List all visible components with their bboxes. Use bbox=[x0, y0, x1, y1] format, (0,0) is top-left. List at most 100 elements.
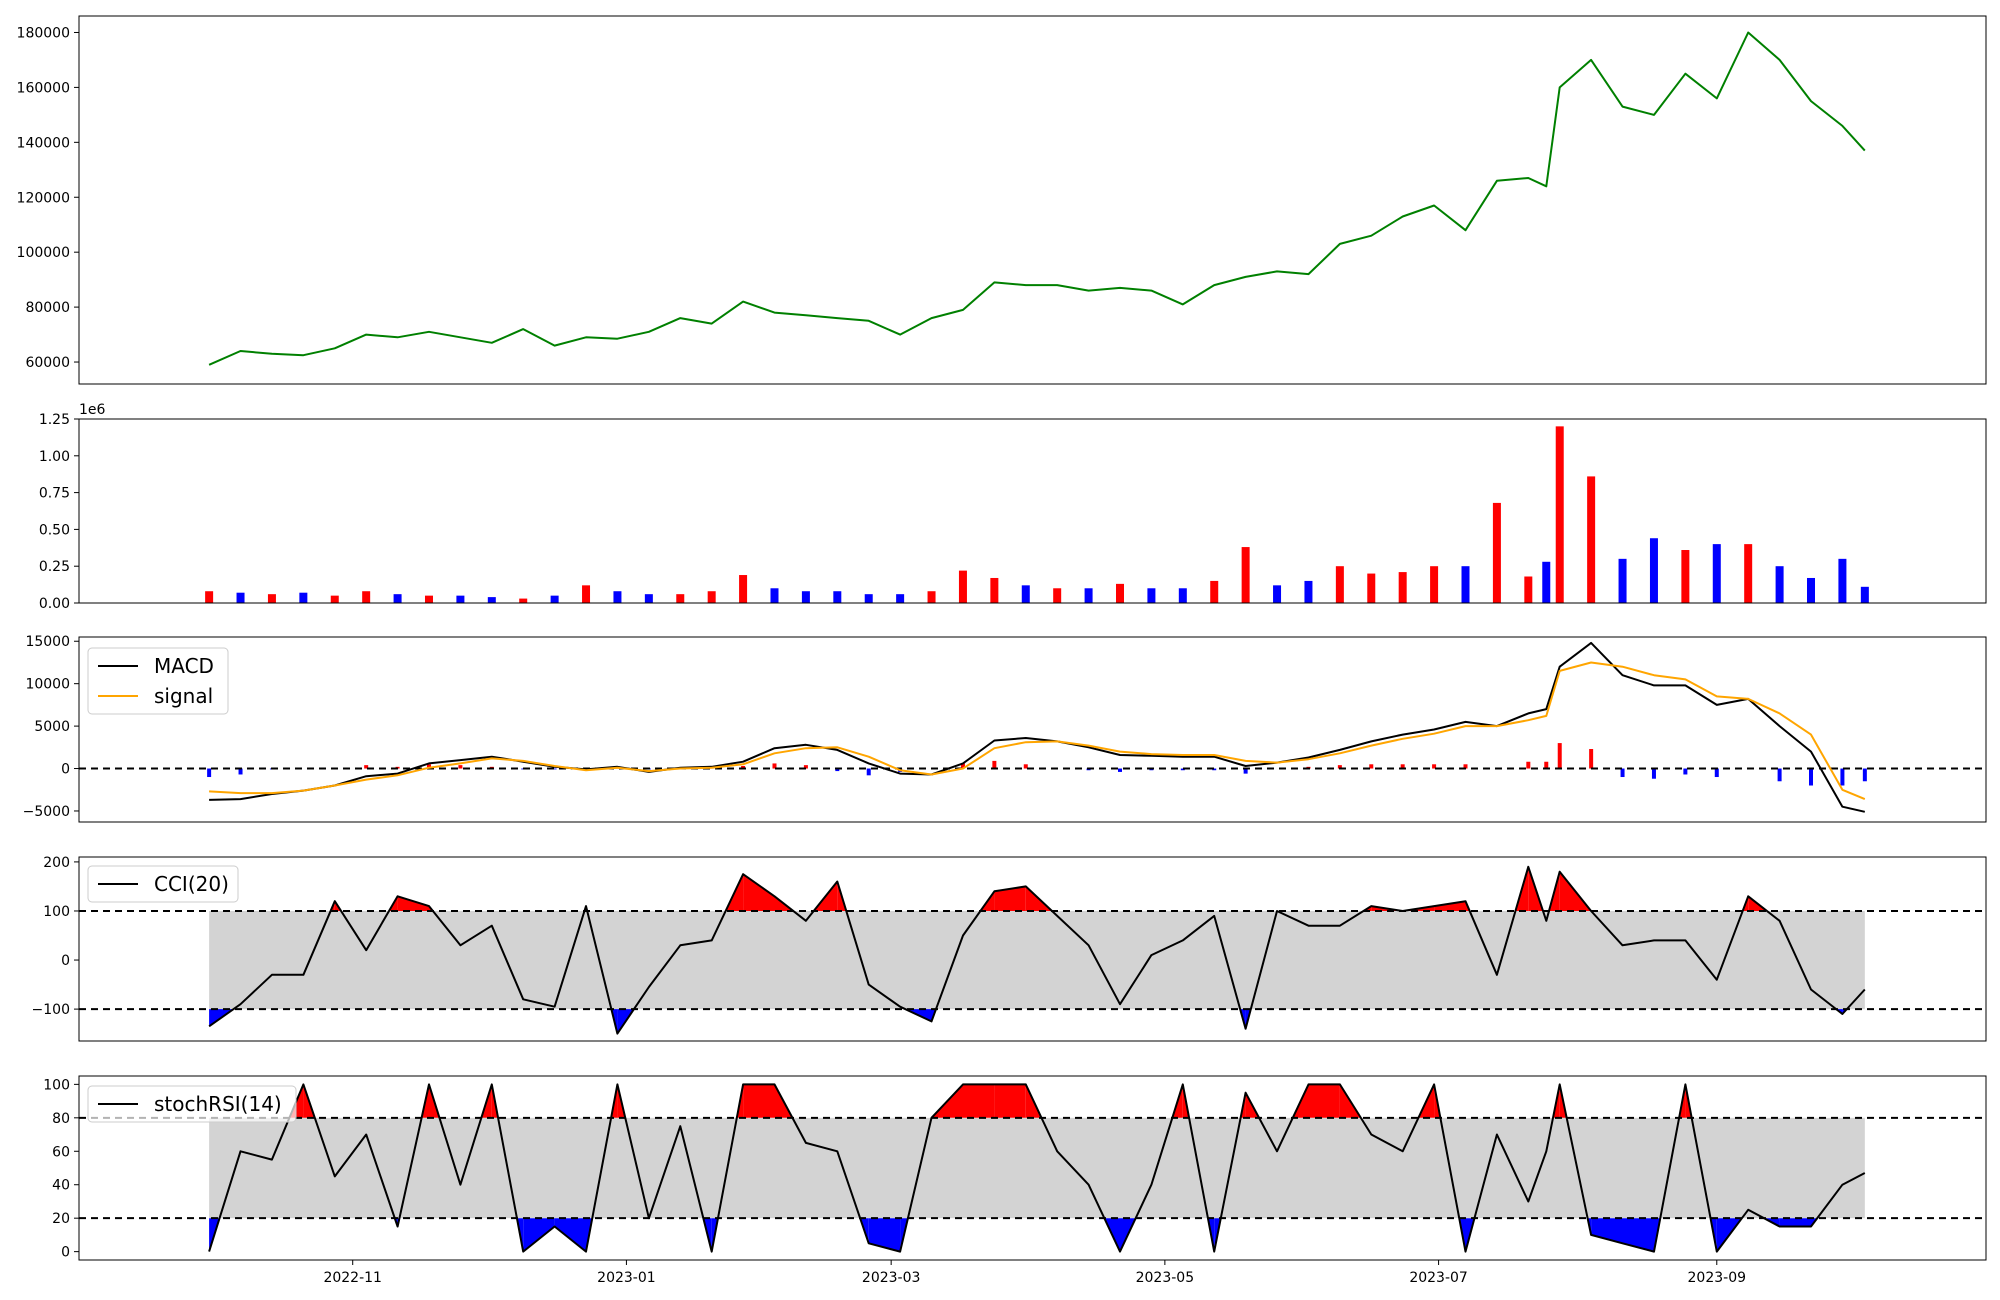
volume-bar bbox=[1744, 544, 1753, 603]
x-tick-label: 2023-07 bbox=[1409, 1270, 1468, 1286]
stochrsi-ytick-label: 60 bbox=[52, 1144, 70, 1160]
volume-bar bbox=[896, 594, 905, 603]
stochrsi-panel: 0 20 40 60 80 100 stochRSI(14) bbox=[43, 1075, 1987, 1261]
macd-histogram-bar bbox=[835, 768, 840, 772]
volume-y-axis: 0.00 0.25 0.50 0.75 1.00 1.25 bbox=[39, 412, 79, 612]
volume-bar bbox=[1304, 580, 1313, 603]
volume-bar bbox=[1807, 577, 1816, 603]
x-tick-label: 2023-03 bbox=[862, 1270, 921, 1286]
price-ytick-label: 80000 bbox=[25, 300, 70, 316]
macd-histogram-bar bbox=[1212, 768, 1217, 771]
cci-overbought-fill bbox=[994, 886, 1026, 911]
cci-legend-label: CCI(20) bbox=[154, 872, 229, 896]
macd-histogram-bar bbox=[1243, 768, 1248, 774]
macd-histogram-bar bbox=[1809, 768, 1814, 786]
stochrsi-marks bbox=[79, 1083, 1986, 1253]
cci-y-axis: −100 0 100 200 bbox=[32, 855, 79, 1018]
macd-histogram-bar bbox=[207, 768, 212, 778]
price-axes-frame bbox=[78, 15, 1987, 385]
volume-bar bbox=[707, 591, 716, 603]
macd-histogram-bar bbox=[364, 765, 369, 769]
volume-bar bbox=[393, 594, 402, 603]
volume-bar bbox=[1618, 558, 1627, 603]
macd-histogram-bar bbox=[426, 764, 431, 769]
cci-marks bbox=[79, 865, 1986, 1035]
price-marks bbox=[208, 31, 1866, 366]
stochrsi-y-axis: 0 20 40 60 80 100 bbox=[43, 1077, 79, 1261]
macd-histogram-bar bbox=[1683, 768, 1688, 775]
macd-histogram-bar bbox=[1023, 764, 1028, 769]
stochrsi-legend: stochRSI(14) bbox=[87, 1085, 297, 1123]
macd-legend-label: MACD bbox=[154, 654, 214, 678]
stochrsi-overbought-fill bbox=[994, 1084, 1026, 1118]
stochrsi-oversold-fill bbox=[1622, 1218, 1654, 1252]
macd-ytick-label: 5000 bbox=[34, 719, 70, 735]
stochrsi-oversold-fill bbox=[523, 1218, 555, 1252]
macd-histogram-bar bbox=[1557, 743, 1562, 769]
price-ytick-label: 120000 bbox=[17, 190, 70, 206]
volume-bar bbox=[1555, 426, 1564, 603]
stochrsi-oversold-fill bbox=[868, 1218, 901, 1252]
cci-neutral-band bbox=[209, 910, 1865, 1010]
volume-bar bbox=[864, 594, 873, 603]
macd-histogram-bar bbox=[992, 760, 997, 769]
cci-ytick-label: 0 bbox=[61, 953, 70, 969]
volume-bar bbox=[550, 595, 559, 603]
volume-bar bbox=[927, 591, 936, 603]
macd-ytick-label: 15000 bbox=[25, 634, 70, 650]
cci-ytick-label: 200 bbox=[43, 855, 70, 871]
stochrsi-overbought-fill bbox=[963, 1084, 995, 1118]
volume-bar bbox=[990, 577, 999, 603]
macd-histogram-bar bbox=[1651, 768, 1656, 779]
stochrsi-overbought-fill bbox=[1308, 1084, 1340, 1118]
volume-bar bbox=[801, 591, 810, 603]
volume-ytick-label: 0.75 bbox=[39, 486, 70, 502]
volume-marks bbox=[205, 426, 1869, 603]
stochrsi-ytick-label: 20 bbox=[52, 1211, 70, 1227]
volume-bar bbox=[424, 595, 433, 603]
price-y-axis: 60000 80000 100000 120000 140000 160000 180000 bbox=[17, 25, 79, 371]
macd-histogram-bar bbox=[552, 768, 557, 770]
macd-panel: −5000 0 5000 10000 15000 MACD signal bbox=[23, 634, 1987, 823]
stochrsi-ytick-label: 0 bbox=[61, 1245, 70, 1261]
macd-histogram-bar bbox=[1544, 761, 1549, 769]
macd-histogram-bar bbox=[960, 763, 965, 769]
volume-ytick-label: 0.50 bbox=[39, 522, 70, 538]
macd-legend: MACD signal bbox=[87, 647, 229, 715]
volume-bar bbox=[236, 592, 245, 603]
price-line bbox=[208, 31, 1866, 366]
volume-bar bbox=[1241, 547, 1250, 603]
volume-bar bbox=[1775, 566, 1784, 603]
price-ytick-label: 100000 bbox=[17, 245, 70, 261]
cci-panel: −100 0 100 200 CCI(20) bbox=[32, 855, 1987, 1042]
volume-bar bbox=[1860, 586, 1869, 603]
cci-overbought-fill bbox=[397, 896, 429, 911]
volume-bar bbox=[1021, 585, 1030, 603]
volume-panel: 0.00 0.25 0.50 0.75 1.00 1.25 1e6 bbox=[39, 402, 1987, 612]
volume-bar bbox=[1712, 544, 1721, 603]
x-tick-label: 2023-09 bbox=[1688, 1270, 1747, 1286]
volume-bar bbox=[330, 595, 339, 603]
macd-histogram-bar bbox=[458, 765, 463, 769]
volume-axes-frame bbox=[78, 418, 1987, 604]
macd-histogram-bar bbox=[1463, 764, 1468, 769]
cci-overbought-fill bbox=[743, 874, 775, 911]
stochrsi-axes-frame bbox=[78, 1075, 1987, 1261]
volume-bar bbox=[519, 598, 528, 603]
volume-bar bbox=[487, 597, 496, 603]
macd-histogram-bar bbox=[866, 768, 871, 776]
macd-histogram-bar bbox=[1369, 764, 1374, 769]
volume-bar bbox=[1681, 550, 1690, 603]
volume-bar bbox=[1461, 566, 1470, 603]
volume-ytick-label: 0.25 bbox=[39, 559, 70, 575]
macd-histogram-bar bbox=[238, 768, 243, 775]
stochrsi-oversold-fill bbox=[1591, 1218, 1623, 1244]
signal-line bbox=[209, 661, 1866, 801]
macd-histogram-bar bbox=[1714, 768, 1719, 778]
volume-bar bbox=[739, 575, 748, 603]
volume-bar bbox=[676, 594, 685, 603]
stochrsi-ytick-label: 80 bbox=[52, 1111, 70, 1127]
volume-bar bbox=[362, 591, 371, 603]
